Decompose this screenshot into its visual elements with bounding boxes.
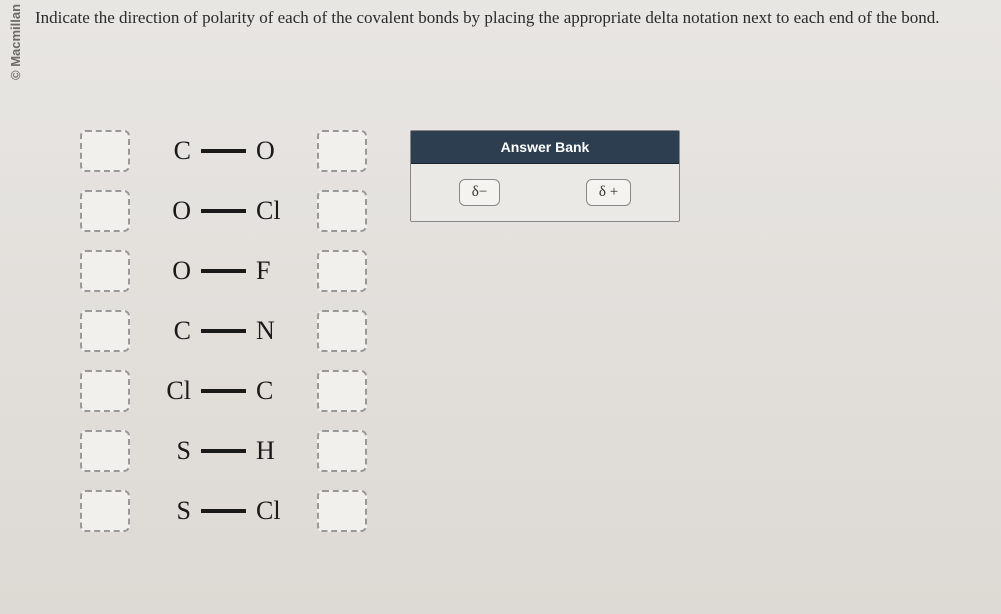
bond-row: CN (80, 310, 367, 352)
drop-zone-left[interactable] (80, 430, 130, 472)
bond-atom-right: F (256, 256, 301, 286)
bond-atom-right: Cl (256, 196, 301, 226)
copyright-text: © Macmillan Learning (8, 0, 23, 80)
drop-zone-right[interactable] (317, 430, 367, 472)
bond-row: CO (80, 130, 367, 172)
answer-bank: Answer Bank δ− δ + (410, 130, 680, 222)
bond-row: OF (80, 250, 367, 292)
drop-zone-left[interactable] (80, 310, 130, 352)
drop-zone-left[interactable] (80, 250, 130, 292)
bond-line (201, 389, 246, 393)
answer-bank-body: δ− δ + (411, 164, 679, 221)
question-prompt: Indicate the direction of polarity of ea… (35, 5, 986, 31)
bond-atom-right: C (256, 376, 301, 406)
bond-display: OF (138, 256, 309, 286)
bond-line (201, 509, 246, 513)
answer-chip[interactable]: δ + (586, 179, 631, 206)
bond-line (201, 449, 246, 453)
drop-zone-right[interactable] (317, 250, 367, 292)
bond-atom-right: N (256, 316, 301, 346)
bond-atom-left: O (146, 256, 191, 286)
bond-line (201, 329, 246, 333)
drop-zone-left[interactable] (80, 490, 130, 532)
drop-zone-left[interactable] (80, 370, 130, 412)
bond-display: S Cl (138, 496, 309, 526)
bond-atom-left: O (146, 196, 191, 226)
drop-zone-right[interactable] (317, 490, 367, 532)
bond-display: Cl C (138, 376, 309, 406)
bond-atom-right: H (256, 436, 301, 466)
answer-bank-title: Answer Bank (411, 131, 679, 164)
bond-line (201, 149, 246, 153)
bond-row: SH (80, 430, 367, 472)
bond-atom-right: O (256, 136, 301, 166)
bonds-list: COOClOFCNClCSHSCl (80, 130, 367, 550)
bond-display: O Cl (138, 196, 309, 226)
drop-zone-right[interactable] (317, 310, 367, 352)
drop-zone-left[interactable] (80, 130, 130, 172)
bond-atom-left: S (146, 436, 191, 466)
bond-atom-left: C (146, 136, 191, 166)
bond-row: S Cl (80, 490, 367, 532)
bond-row: Cl C (80, 370, 367, 412)
bond-atom-left: Cl (146, 376, 191, 406)
bond-atom-right: Cl (256, 496, 301, 526)
bond-display: CN (138, 316, 309, 346)
drop-zone-left[interactable] (80, 190, 130, 232)
answer-chip[interactable]: δ− (459, 179, 501, 206)
drop-zone-right[interactable] (317, 370, 367, 412)
bond-atom-left: C (146, 316, 191, 346)
bond-row: O Cl (80, 190, 367, 232)
drop-zone-right[interactable] (317, 190, 367, 232)
bond-atom-left: S (146, 496, 191, 526)
bond-line (201, 209, 246, 213)
bond-display: CO (138, 136, 309, 166)
bond-line (201, 269, 246, 273)
bond-display: SH (138, 436, 309, 466)
drop-zone-right[interactable] (317, 130, 367, 172)
